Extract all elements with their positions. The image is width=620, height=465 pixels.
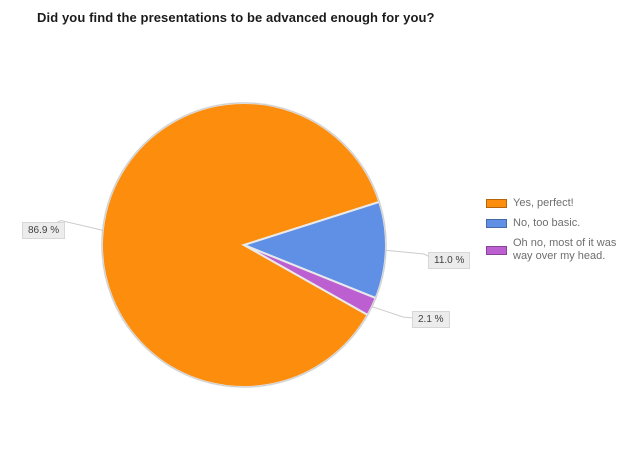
slice-value-label-yes-perfect: 86.9 % — [22, 222, 66, 239]
legend-label-over-my-head: Oh no, most of it was way over my head. — [513, 237, 617, 262]
leader-line-2 — [371, 306, 414, 319]
legend-item-over-my-head: Oh no, most of it was way over my head. — [486, 237, 620, 263]
leader-line-1 — [385, 249, 431, 258]
legend-label-yes-perfect: Yes, perfect! — [513, 197, 574, 209]
legend-item-no-too-basic: No, too basic. — [486, 217, 620, 230]
legend-swatch-no-too-basic — [486, 219, 507, 228]
legend: Yes, perfect! No, too basic. Oh no, most… — [486, 197, 620, 270]
slice-value-label-no-too-basic: 11.0 % — [428, 252, 471, 269]
pie-outline — [101, 102, 387, 388]
legend-item-yes-perfect: Yes, perfect! — [486, 197, 620, 210]
legend-swatch-over-my-head — [486, 245, 507, 255]
legend-swatch-yes-perfect — [486, 199, 507, 208]
legend-label-no-too-basic: No, too basic. — [513, 217, 581, 229]
chart-title: Did you find the presentations to be adv… — [37, 10, 435, 25]
slice-value-label-over-my-head: 2.1 % — [412, 311, 450, 328]
